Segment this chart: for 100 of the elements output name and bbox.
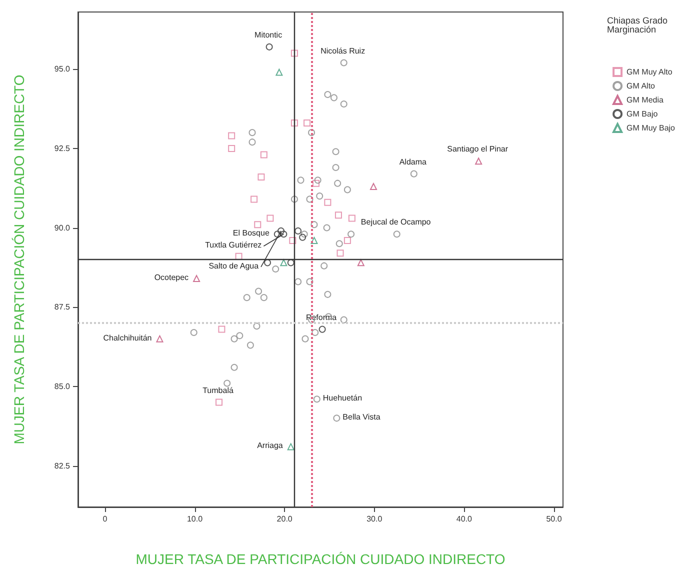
- point: [344, 236, 351, 244]
- point: [336, 250, 344, 257]
- annotation: Tumbalá: [202, 386, 234, 395]
- y-tick-label: 87.5: [54, 302, 71, 312]
- point: [276, 68, 283, 76]
- point: [274, 230, 281, 238]
- annotation: Tuxtla Gutiérrez: [205, 240, 262, 250]
- annotation: Chalchihuitán: [103, 333, 152, 342]
- legend-label: GM Media: [626, 96, 664, 104]
- point: [193, 275, 200, 282]
- y-tick-label: 95.0: [54, 64, 71, 74]
- y-axis-title: MUJER TASA DE PARTICIPACIÓN CUIDADO INDIRECTO: [11, 74, 27, 444]
- point: [250, 196, 258, 203]
- point: [344, 186, 351, 194]
- point: [236, 332, 244, 340]
- annotation: Nicolás Ruiz: [320, 46, 366, 56]
- point: [264, 259, 272, 266]
- point: [316, 192, 324, 200]
- point: [235, 252, 242, 260]
- point: [310, 221, 318, 228]
- point: [410, 170, 418, 178]
- point: [318, 326, 326, 333]
- point: [248, 138, 256, 146]
- annotation: El Bosque: [232, 228, 270, 238]
- point: [287, 443, 294, 450]
- point: [306, 278, 314, 286]
- point: [290, 50, 298, 57]
- point: [297, 176, 304, 184]
- annotation: Reforma: [306, 312, 338, 322]
- point: [290, 120, 298, 127]
- annotation: Salto de Agua: [208, 261, 260, 270]
- point: [266, 43, 273, 50]
- annotation: Huehuetán: [322, 394, 362, 403]
- point: [218, 326, 226, 333]
- point: [255, 288, 262, 295]
- y-tick-label: 85.0: [54, 382, 71, 391]
- point: [216, 398, 223, 406]
- x-tick-label: 30.0: [366, 514, 383, 524]
- point: [280, 259, 288, 266]
- point: [332, 164, 340, 171]
- point: [393, 230, 400, 238]
- point: [254, 221, 262, 228]
- legend-label: GM Bajo: [626, 110, 658, 118]
- point: [340, 59, 348, 66]
- point: [190, 328, 198, 336]
- point: [287, 259, 294, 266]
- x-tick-label: 20.0: [276, 514, 293, 524]
- point: [324, 91, 332, 98]
- point: [230, 335, 238, 342]
- point: [253, 322, 260, 330]
- point: [340, 100, 348, 108]
- point: [224, 380, 231, 387]
- point: [266, 214, 274, 222]
- point: [228, 144, 236, 152]
- annotation: Arriaga: [257, 441, 284, 450]
- point: [348, 214, 356, 222]
- point: [246, 342, 254, 349]
- point: [260, 151, 268, 158]
- point: [370, 183, 377, 190]
- point: [243, 294, 250, 302]
- point: [258, 174, 265, 180]
- annotation: Santiago el Pinar: [447, 144, 508, 154]
- point: [324, 198, 332, 206]
- legend-label: GM Muy Alto: [626, 68, 673, 76]
- point: [294, 278, 302, 286]
- point: [334, 180, 342, 187]
- point: [228, 132, 236, 140]
- point: [310, 236, 318, 244]
- y-tick-label: 90.0: [54, 223, 71, 232]
- annotation: Aldama: [399, 157, 428, 166]
- point: [294, 227, 302, 234]
- annotation: Bella Vista: [342, 412, 381, 422]
- point: [314, 176, 322, 184]
- point: [299, 234, 306, 241]
- legend-title: Chiapas Grado Marginación: [606, 16, 670, 34]
- point: [324, 290, 332, 298]
- point: [323, 224, 330, 232]
- x-axis-title: MUJER TASA DE PARTICIPACIÓN CUIDADO INDIRECTO: [136, 551, 506, 567]
- annotation: Bejucal de Ocampo: [360, 218, 432, 227]
- legend-label: GM Muy Bajo: [626, 124, 676, 132]
- point: [304, 120, 311, 127]
- point: [312, 180, 320, 187]
- point: [357, 259, 364, 266]
- point: [290, 196, 298, 203]
- point: [300, 230, 308, 238]
- point: [308, 129, 316, 136]
- point: [306, 196, 314, 203]
- y-tick-label: 92.5: [54, 144, 71, 153]
- x-tick-label: 50.0: [546, 514, 562, 524]
- point: [334, 212, 342, 219]
- point: [336, 240, 343, 248]
- point: [248, 129, 256, 136]
- point: [348, 230, 355, 238]
- point: [272, 266, 280, 273]
- point: [340, 316, 348, 324]
- point: [475, 158, 482, 165]
- point: [332, 148, 340, 156]
- point: [313, 396, 320, 403]
- point: [312, 328, 319, 336]
- y-tick-label: 82.5: [54, 461, 71, 470]
